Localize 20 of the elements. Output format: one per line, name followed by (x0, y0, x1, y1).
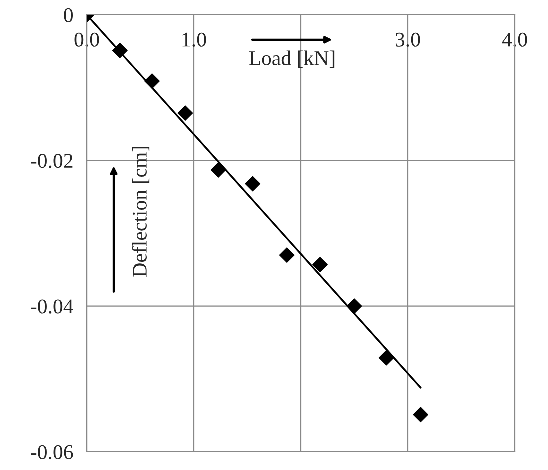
point (312, 257, 328, 273)
point (245, 176, 261, 192)
point (210, 162, 226, 178)
point (378, 350, 394, 366)
point (346, 298, 362, 314)
point (112, 42, 128, 58)
point (279, 248, 295, 264)
y-tick-label: -0.02 (31, 154, 73, 168)
x-tick-label: 4.0 (502, 32, 528, 47)
x-tick-label: 0.0 (74, 32, 100, 47)
y-tick-label: -0.06 (31, 445, 74, 460)
x-tick-label: 1.0 (182, 32, 206, 47)
x-tick-label: 3.0 (396, 32, 420, 47)
y-tick-label: -0.04 (31, 300, 74, 314)
y-axis-title: Deflection [cm] (132, 146, 150, 278)
x-axis-title: Load [kN] (249, 50, 335, 68)
point (144, 74, 160, 89)
point (178, 106, 194, 122)
point (413, 407, 429, 423)
y-tick-label: 0 (64, 8, 74, 22)
